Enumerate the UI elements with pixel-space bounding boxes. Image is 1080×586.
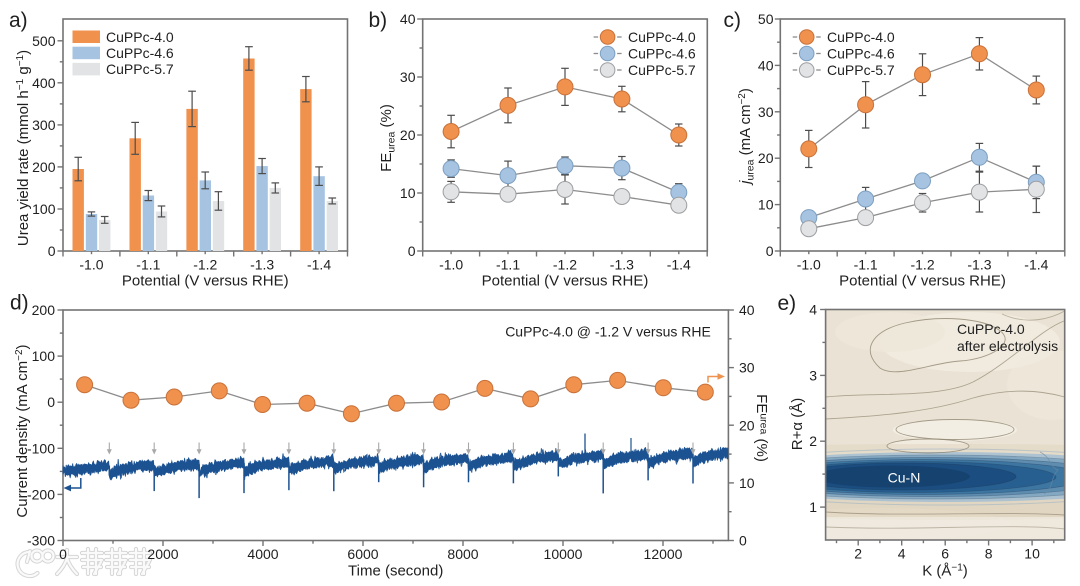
svg-text:-1.0: -1.0 bbox=[797, 257, 821, 273]
svg-text:-1.2: -1.2 bbox=[553, 257, 577, 273]
svg-text:1: 1 bbox=[809, 499, 817, 515]
svg-text:-1.0: -1.0 bbox=[439, 257, 463, 273]
svg-text:30: 30 bbox=[758, 104, 774, 120]
svg-text:6000: 6000 bbox=[347, 546, 378, 562]
svg-text:100: 100 bbox=[32, 201, 56, 217]
svg-text:CuPPc-4.0: CuPPc-4.0 bbox=[628, 29, 696, 45]
svg-text:-1.2: -1.2 bbox=[910, 257, 934, 273]
svg-text:CuPPc-4.6: CuPPc-4.6 bbox=[628, 46, 696, 62]
svg-text:20: 20 bbox=[739, 417, 755, 433]
svg-text:50: 50 bbox=[758, 11, 774, 27]
svg-text:CuPPc-5.7: CuPPc-5.7 bbox=[106, 61, 174, 77]
svg-text:8000: 8000 bbox=[447, 546, 478, 562]
svg-text:after electrolysis: after electrolysis bbox=[957, 338, 1058, 354]
svg-text:Current density (mA cm−2): Current density (mA cm−2) bbox=[14, 344, 31, 517]
svg-text:10: 10 bbox=[400, 185, 416, 201]
svg-text:b): b) bbox=[369, 9, 388, 32]
svg-text:0: 0 bbox=[59, 546, 67, 562]
svg-text:Time (second): Time (second) bbox=[348, 563, 443, 580]
svg-text:4: 4 bbox=[809, 302, 817, 318]
svg-text:FEurea (%): FEurea (%) bbox=[753, 394, 770, 462]
svg-text:-1.3: -1.3 bbox=[250, 257, 274, 273]
svg-text:10: 10 bbox=[739, 475, 755, 491]
svg-text:-100: -100 bbox=[27, 440, 55, 456]
svg-text:FEurea (%): FEurea (%) bbox=[378, 104, 398, 172]
svg-text:100: 100 bbox=[32, 348, 56, 364]
svg-text:R+α (Å): R+α (Å) bbox=[789, 398, 806, 450]
svg-text:CuPPc-5.7: CuPPc-5.7 bbox=[827, 62, 895, 78]
svg-text:2: 2 bbox=[809, 433, 817, 449]
svg-text:-1.4: -1.4 bbox=[1024, 257, 1048, 273]
svg-text:CuPPc-5.7: CuPPc-5.7 bbox=[628, 62, 696, 78]
svg-text:-1.1: -1.1 bbox=[136, 257, 160, 273]
svg-text:-1.0: -1.0 bbox=[79, 257, 103, 273]
svg-text:jurea (mA cm−2): jurea (mA cm−2) bbox=[737, 88, 757, 186]
svg-text:30: 30 bbox=[400, 69, 416, 85]
svg-text:d): d) bbox=[10, 292, 29, 315]
svg-text:400: 400 bbox=[32, 75, 56, 91]
svg-text:2: 2 bbox=[854, 546, 862, 562]
svg-text:e): e) bbox=[778, 292, 797, 315]
svg-text:4: 4 bbox=[898, 546, 906, 562]
svg-text:-300: -300 bbox=[27, 533, 55, 549]
svg-text:300: 300 bbox=[32, 117, 56, 133]
svg-text:0: 0 bbox=[766, 243, 774, 259]
svg-text:20: 20 bbox=[400, 127, 416, 143]
svg-text:200: 200 bbox=[32, 159, 56, 175]
svg-text:CuPPc-4.6: CuPPc-4.6 bbox=[106, 45, 174, 61]
svg-text:40: 40 bbox=[400, 11, 416, 27]
svg-text:Urea yield rate (mmol h−1 g−1): Urea yield rate (mmol h−1 g−1) bbox=[15, 50, 32, 246]
svg-text:0: 0 bbox=[47, 394, 55, 410]
svg-text:Potential (V versus RHE): Potential (V versus RHE) bbox=[839, 273, 1006, 290]
svg-text:a): a) bbox=[9, 9, 28, 32]
svg-text:-1.1: -1.1 bbox=[854, 257, 878, 273]
svg-text:4000: 4000 bbox=[247, 546, 278, 562]
svg-text:40: 40 bbox=[739, 302, 755, 318]
svg-text:CuPPc-4.0: CuPPc-4.0 bbox=[106, 29, 174, 45]
svg-text:-1.3: -1.3 bbox=[610, 257, 634, 273]
svg-text:CuPPc-4.6: CuPPc-4.6 bbox=[827, 46, 895, 62]
svg-text:10: 10 bbox=[1024, 546, 1040, 562]
svg-text:c): c) bbox=[724, 9, 742, 32]
svg-text:200: 200 bbox=[32, 302, 56, 318]
svg-text:3: 3 bbox=[809, 367, 817, 383]
svg-text:-200: -200 bbox=[27, 486, 55, 502]
svg-text:-1.2: -1.2 bbox=[193, 257, 217, 273]
svg-text:500: 500 bbox=[32, 33, 56, 49]
svg-text:2000: 2000 bbox=[147, 546, 178, 562]
svg-text:Cu-N: Cu-N bbox=[888, 470, 921, 486]
svg-text:10000: 10000 bbox=[544, 546, 583, 562]
svg-text:CuPPc-4.0: CuPPc-4.0 bbox=[827, 29, 895, 45]
svg-text:Potential (V versus RHE): Potential (V versus RHE) bbox=[122, 273, 289, 290]
svg-text:Potential (V versus RHE): Potential (V versus RHE) bbox=[482, 273, 649, 290]
svg-text:0: 0 bbox=[408, 243, 416, 259]
svg-text:CuPPc-4.0 @ -1.2 V versus RHE: CuPPc-4.0 @ -1.2 V versus RHE bbox=[505, 324, 711, 340]
svg-text:20: 20 bbox=[758, 150, 774, 166]
svg-text:CuPPc-4.0: CuPPc-4.0 bbox=[957, 321, 1025, 337]
svg-text:-1.4: -1.4 bbox=[307, 257, 331, 273]
svg-text:-1.4: -1.4 bbox=[667, 257, 691, 273]
svg-text:-1.1: -1.1 bbox=[496, 257, 520, 273]
svg-text:8: 8 bbox=[985, 546, 993, 562]
svg-text:0: 0 bbox=[48, 243, 56, 259]
svg-text:10: 10 bbox=[758, 197, 774, 213]
svg-text:12000: 12000 bbox=[644, 546, 683, 562]
svg-text:6: 6 bbox=[941, 546, 949, 562]
svg-text:30: 30 bbox=[739, 360, 755, 376]
svg-text:40: 40 bbox=[758, 57, 774, 73]
svg-text:-1.3: -1.3 bbox=[967, 257, 991, 273]
svg-text:0: 0 bbox=[739, 533, 747, 549]
